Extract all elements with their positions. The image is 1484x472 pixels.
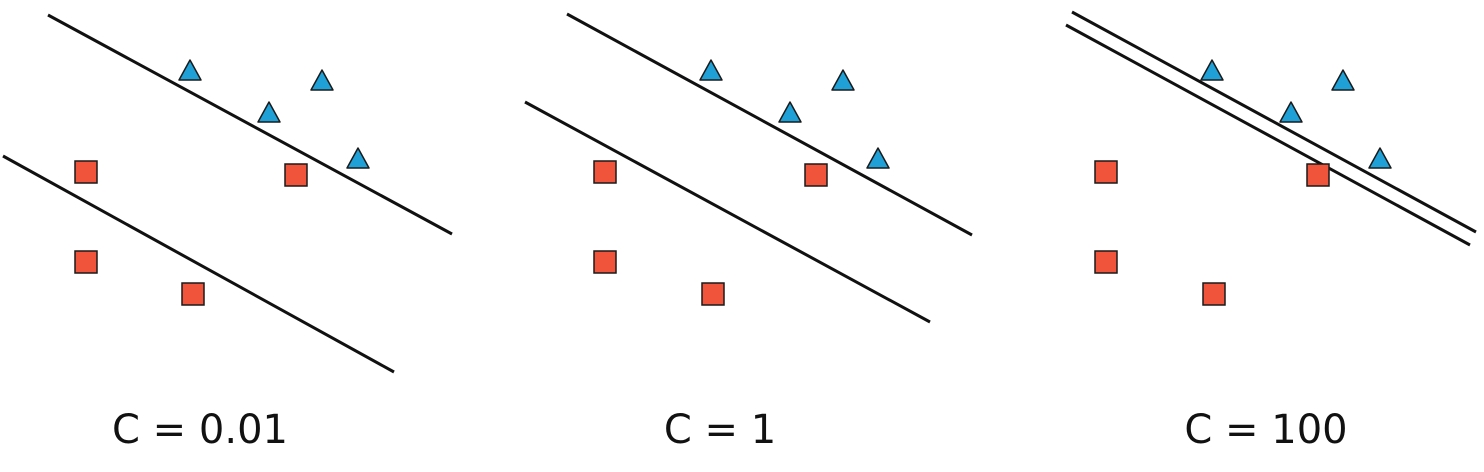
triangle-point (778, 101, 802, 123)
upper-margin-line (1071, 10, 1477, 234)
square-point (593, 160, 617, 184)
lower-margin-line (1065, 23, 1471, 247)
lower-margin-line (524, 100, 931, 324)
square-point (74, 250, 98, 274)
square-point (181, 282, 205, 306)
square-point (74, 160, 98, 184)
square-point (701, 282, 725, 306)
triangle-point (178, 59, 202, 81)
triangle-point (346, 147, 370, 169)
square-point (1094, 250, 1118, 274)
square-point (1202, 282, 1226, 306)
triangle-point (699, 59, 723, 81)
panel-c-100 (1065, 10, 1477, 306)
square-point (1094, 160, 1118, 184)
panel-c-1 (524, 12, 973, 324)
square-point (593, 250, 617, 274)
upper-margin-line (566, 12, 973, 237)
caption-c-100: C = 100 (1184, 407, 1348, 453)
triangle-point (1279, 101, 1303, 123)
triangle-point (831, 69, 855, 91)
triangle-point (1368, 147, 1392, 169)
caption-c-0-01: C = 0.01 (112, 407, 288, 453)
triangle-point (257, 101, 281, 123)
square-point (1306, 163, 1330, 187)
upper-margin-line (47, 13, 453, 236)
square-point (284, 163, 308, 187)
lower-margin-line (2, 154, 395, 374)
triangle-point (866, 147, 890, 169)
panel-c-0-01 (2, 13, 453, 374)
triangle-point (310, 69, 334, 91)
square-point (804, 163, 828, 187)
triangle-point (1200, 59, 1224, 81)
triangle-point (1331, 69, 1355, 91)
caption-c-1: C = 1 (663, 407, 777, 453)
